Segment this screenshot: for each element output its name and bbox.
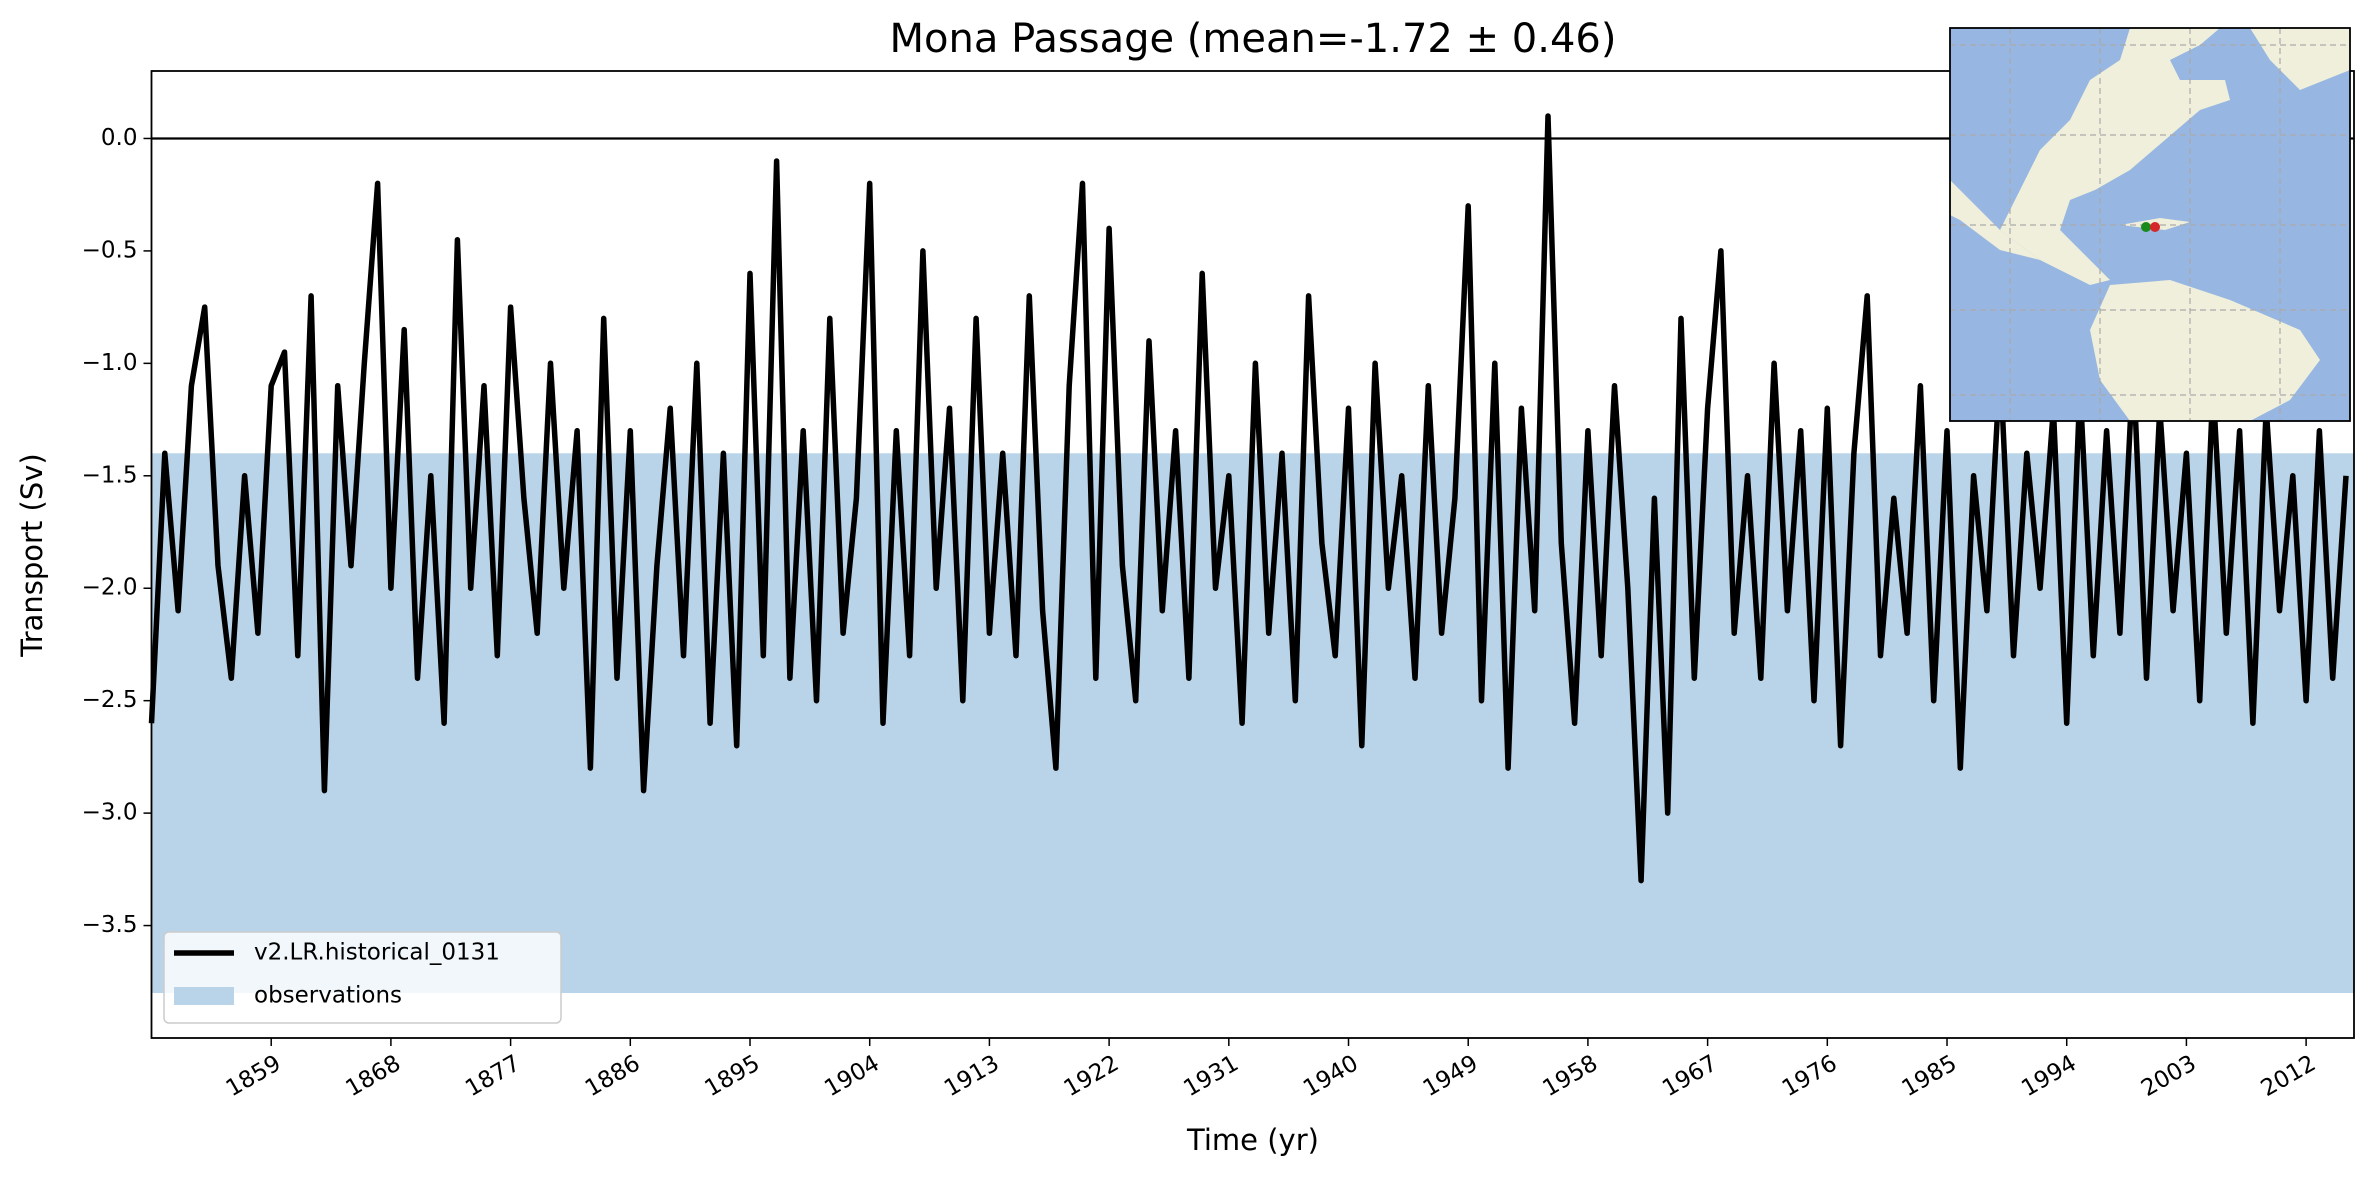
y-tick-label: −1.5 xyxy=(82,462,138,488)
inset-map xyxy=(1949,27,2351,422)
legend-band-swatch xyxy=(174,987,234,1005)
series-line xyxy=(148,113,2349,884)
x-tick-label: 2003 xyxy=(2137,1050,2201,1102)
x-tick-label: 2012 xyxy=(2257,1050,2321,1102)
x-tick-label: 1949 xyxy=(1419,1050,1483,1102)
x-tick-label: 1886 xyxy=(581,1050,645,1102)
x-tick-label: 1859 xyxy=(222,1050,286,1102)
x-tick-label: 1877 xyxy=(461,1050,525,1102)
y-tick-label: 0.0 xyxy=(101,125,138,151)
legend: v2.LR.historical_0131 observations xyxy=(163,931,562,1024)
x-tick-label: 1940 xyxy=(1299,1050,1363,1102)
y-tick-label: −0.5 xyxy=(82,237,138,263)
plot-area: 0.0 −0.5 −1.0 −1.5 −2.0 −2.5 −3.0 −3.5 1859 1868 1… xyxy=(82,70,2355,1102)
x-tick-label: 1931 xyxy=(1179,1050,1243,1102)
x-tick-label: 1985 xyxy=(1898,1050,1962,1102)
x-tick-label: 1904 xyxy=(820,1050,884,1102)
y-tick-label: −3.0 xyxy=(82,800,138,826)
x-axis-label: Time (yr) xyxy=(1186,1123,1319,1157)
x-tick-label: 1868 xyxy=(341,1050,405,1102)
legend-label: observations xyxy=(254,983,402,1009)
observations-band xyxy=(151,453,2354,994)
x-tick-label: 1913 xyxy=(940,1050,1004,1102)
y-tick-label: −2.5 xyxy=(82,687,138,713)
chart-title: Mona Passage (mean=-1.72 ± 0.46) xyxy=(890,16,1617,62)
legend-frame xyxy=(163,931,562,1024)
y-axis-label: Transport (Sv) xyxy=(15,453,49,658)
x-tick-label: 1967 xyxy=(1658,1050,1722,1102)
x-tick-label: 1922 xyxy=(1060,1050,1124,1102)
y-tick-label: −2.0 xyxy=(82,575,138,601)
x-tick-label: 1895 xyxy=(701,1050,765,1102)
x-tick-label: 1958 xyxy=(1538,1050,1602,1102)
x-tick-label: 1994 xyxy=(2017,1050,2081,1102)
y-tick-label: −3.5 xyxy=(82,912,138,938)
y-tick-label: −1.0 xyxy=(82,350,138,376)
x-tick-label: 1976 xyxy=(1778,1050,1842,1102)
plot-frame xyxy=(150,70,2355,1039)
legend-label: v2.LR.historical_0131 xyxy=(254,940,500,966)
